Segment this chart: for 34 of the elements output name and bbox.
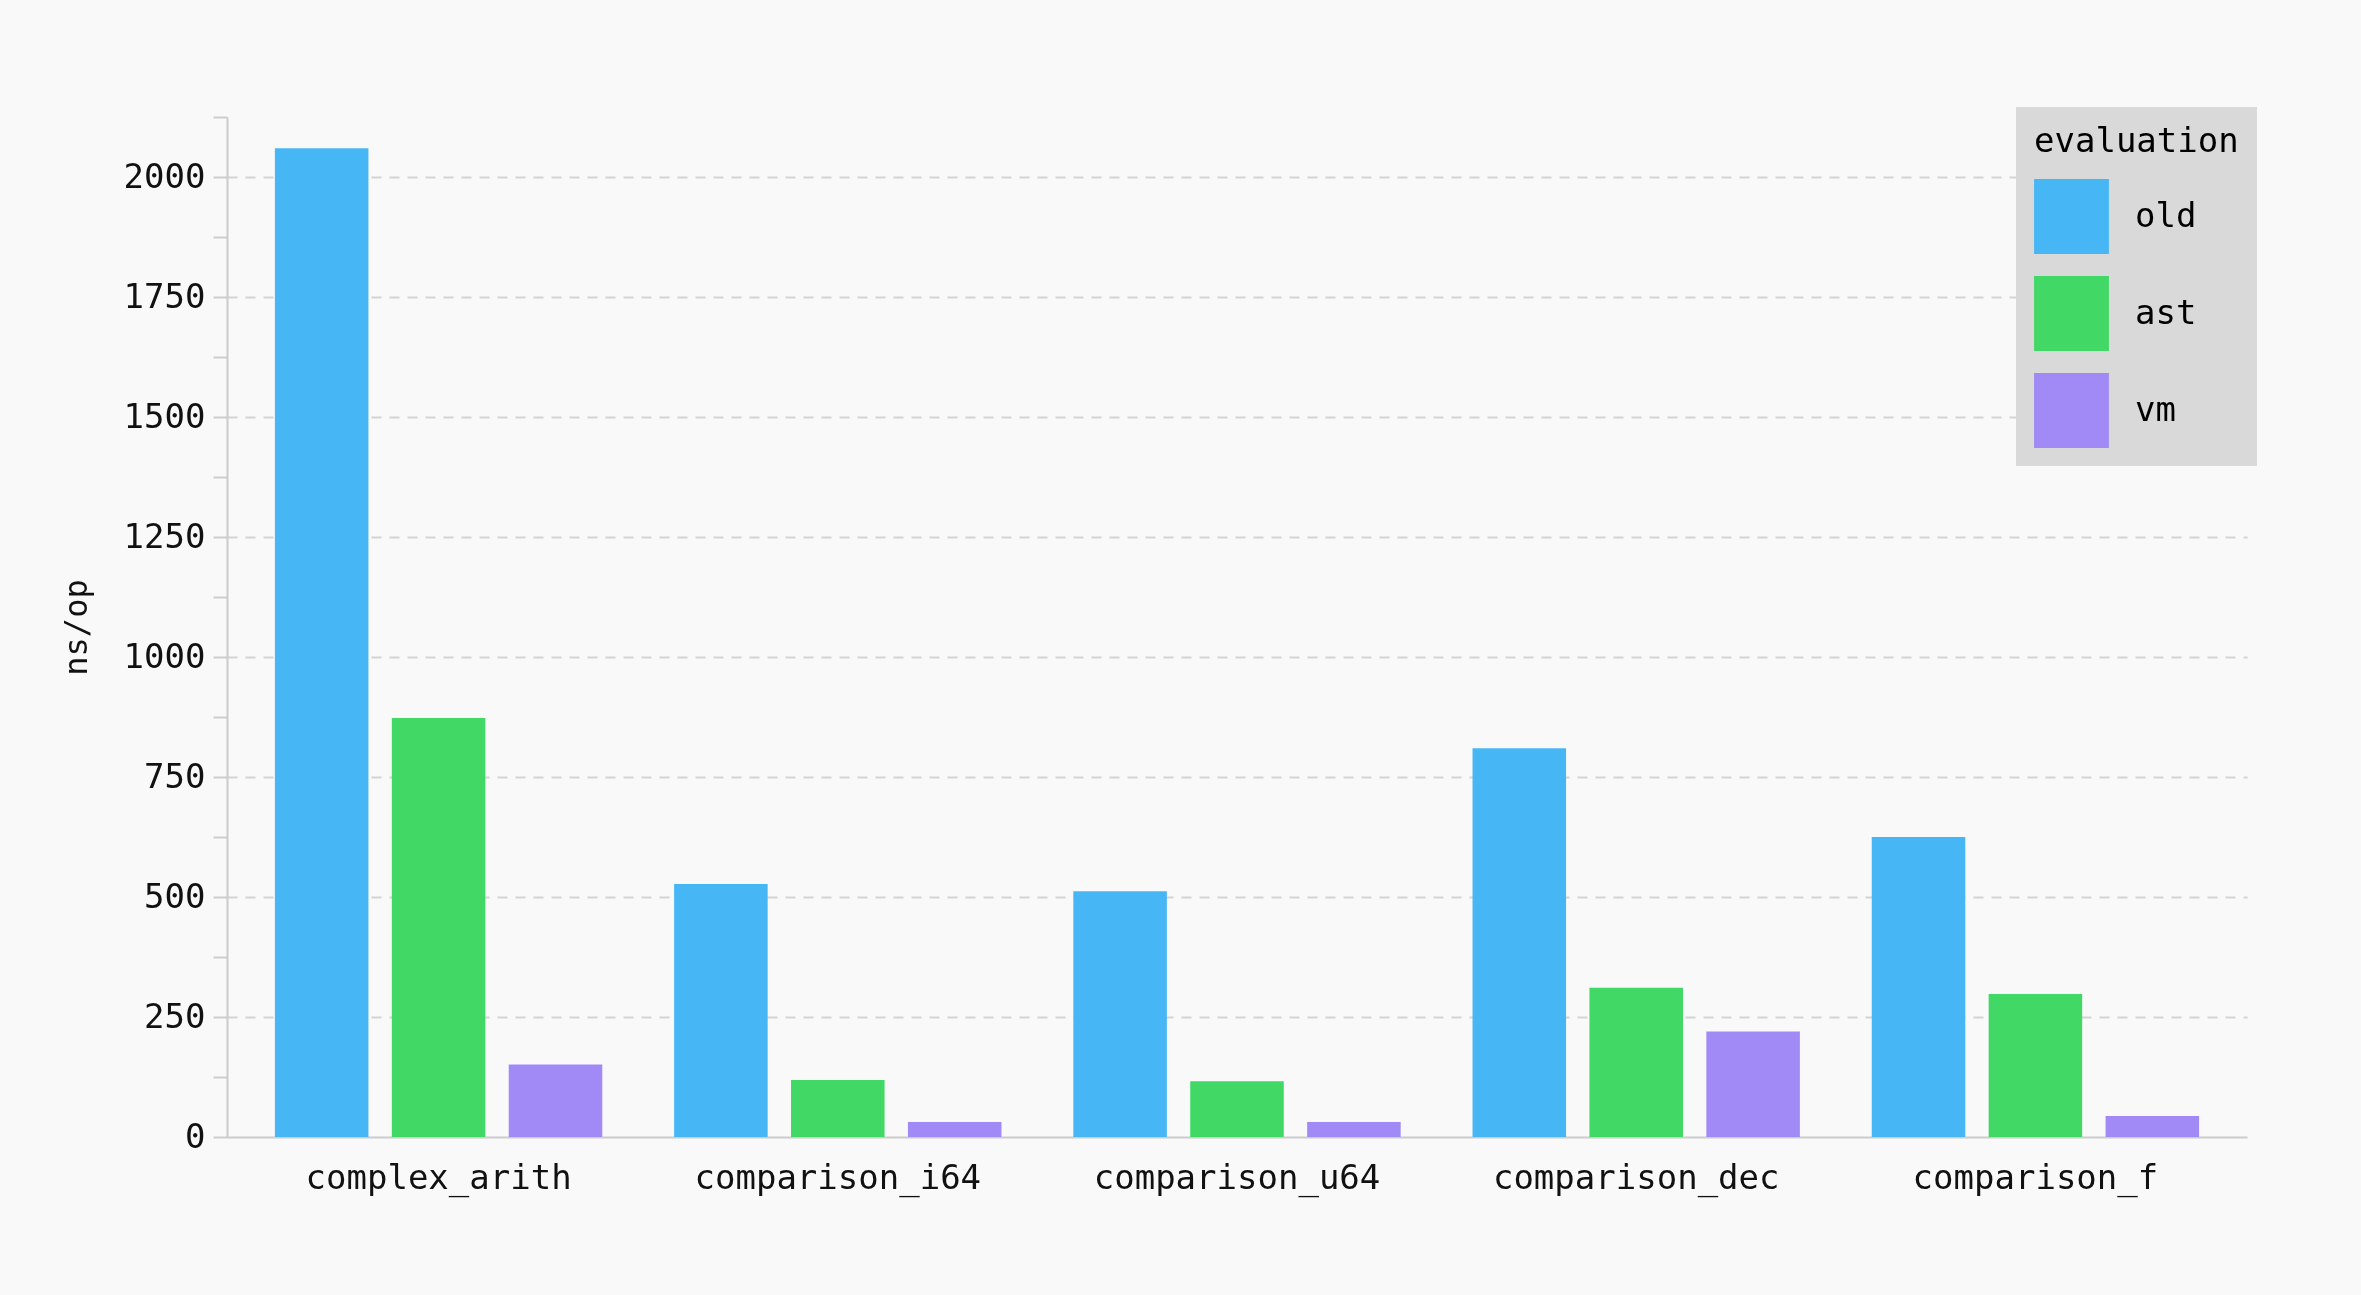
bar	[1307, 1122, 1401, 1137]
y-tick-label: 2000	[123, 155, 206, 196]
bar	[907, 1122, 1002, 1137]
bar	[1073, 891, 1167, 1137]
y-axis-title: ns/op	[56, 579, 95, 676]
y-tick-label: 250	[144, 995, 206, 1036]
y-tick-label: 1000	[123, 635, 206, 676]
bar	[2105, 1115, 2200, 1137]
bar	[1871, 837, 1966, 1137]
legend-label: ast	[2135, 291, 2197, 332]
bar	[1472, 748, 1567, 1137]
legend-label: vm	[2135, 388, 2176, 429]
bar	[1589, 987, 1683, 1137]
x-tick-label: complex_arith	[305, 1156, 572, 1198]
y-tick-label: 750	[144, 755, 206, 796]
x-tick-label: comparison_i64	[694, 1156, 982, 1198]
bar	[391, 717, 486, 1137]
bar	[508, 1064, 603, 1137]
x-tick-label: comparison_dec	[1492, 1156, 1780, 1198]
x-tick-label: comparison_u64	[1093, 1156, 1381, 1198]
bar	[674, 884, 768, 1137]
y-tick-label: 500	[144, 875, 206, 916]
bar	[1988, 993, 2083, 1137]
y-tick-label: 1500	[123, 395, 206, 436]
y-tick-label: 0	[185, 1115, 206, 1156]
y-tick-label: 1250	[123, 515, 206, 556]
legend-label: old	[2135, 194, 2197, 235]
bar	[1706, 1031, 1800, 1137]
legend-title: evaluation	[2034, 120, 2239, 160]
bar	[791, 1079, 885, 1137]
bar	[274, 148, 369, 1137]
bar	[1190, 1081, 1284, 1137]
y-tick-label: 1750	[123, 275, 206, 316]
x-tick-label: comparison_f	[1912, 1156, 2159, 1198]
